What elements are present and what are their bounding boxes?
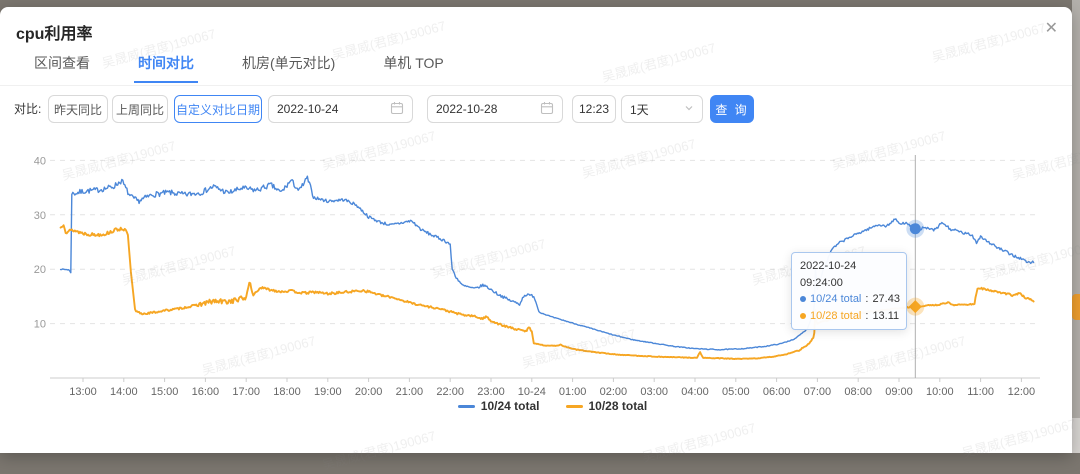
svg-text:21:00: 21:00 xyxy=(396,386,424,398)
cpu-usage-dialog: cpu利用率 ✕ 区间查看 时间对比 机房(单元对比) 单机 TOP 对比: 昨… xyxy=(0,7,1072,453)
cpu-usage-chart[interactable]: 10 20 30 40 13:00 14:00 15:00 16:00 17:00 18:00 19… xyxy=(0,140,1072,420)
yesterday-compare-button[interactable]: 昨天同比 xyxy=(48,95,108,123)
legend-item-1028[interactable]: 10/28 total xyxy=(566,399,648,413)
series-dot-orange xyxy=(800,313,806,319)
legend-label: 10/28 total xyxy=(589,399,648,413)
compare-label: 对比: xyxy=(14,95,41,123)
chart-legend: 10/24 total 10/28 total xyxy=(0,399,1080,413)
end-date-picker[interactable]: 2022-10-28 xyxy=(427,95,563,123)
tooltip-date: 2022-10-24 09:24:00 xyxy=(800,258,898,291)
tab-datacenter-compare[interactable]: 机房(单元对比) xyxy=(238,53,339,83)
background-chart-fragment xyxy=(1072,294,1080,320)
svg-text:30: 30 xyxy=(34,210,46,222)
line-chart-canvas[interactable]: 10 20 30 40 13:00 14:00 15:00 16:00 17:00 18:00 19… xyxy=(0,140,1072,420)
svg-text:20: 20 xyxy=(34,264,46,276)
tab-time-compare[interactable]: 时间对比 xyxy=(134,53,198,83)
tab-single-machine-top[interactable]: 单机 TOP xyxy=(379,53,447,83)
legend-label: 10/24 total xyxy=(481,399,540,413)
svg-text:01:00: 01:00 xyxy=(559,386,587,398)
tab-bar: 区间查看 时间对比 机房(单元对比) 单机 TOP xyxy=(0,51,1072,86)
time-input[interactable]: 12:23 xyxy=(572,95,616,123)
interval-select[interactable]: 1天 xyxy=(621,95,703,123)
legend-item-1024[interactable]: 10/24 total xyxy=(458,399,540,413)
tooltip-row: 10/28 total : 13.11 xyxy=(800,308,898,325)
svg-text:19:00: 19:00 xyxy=(314,386,342,398)
svg-text:12:00: 12:00 xyxy=(1008,386,1036,398)
svg-text:40: 40 xyxy=(34,155,46,167)
time-value: 12:23 xyxy=(579,102,609,116)
svg-text:15:00: 15:00 xyxy=(151,386,179,398)
chart-tooltip: 2022-10-24 09:24:00 10/24 total : 27.43 … xyxy=(791,252,907,330)
legend-line-icon xyxy=(566,405,583,408)
svg-text:10: 10 xyxy=(34,319,46,331)
start-date-value: 2022-10-24 xyxy=(277,102,390,116)
page-backdrop xyxy=(1072,0,1080,453)
tab-range-view[interactable]: 区间查看 xyxy=(30,53,94,83)
svg-text:18:00: 18:00 xyxy=(273,386,301,398)
svg-text:09:00: 09:00 xyxy=(885,386,913,398)
tooltip-series-value: 13.11 xyxy=(872,308,899,325)
svg-text:07:00: 07:00 xyxy=(804,386,832,398)
interval-value: 1天 xyxy=(630,101,684,118)
tooltip-separator: : xyxy=(865,291,868,308)
svg-text:11:00: 11:00 xyxy=(967,386,994,398)
svg-text:06:00: 06:00 xyxy=(763,386,791,398)
svg-text:10:00: 10:00 xyxy=(926,386,954,398)
close-icon[interactable]: ✕ xyxy=(1045,21,1058,37)
svg-text:02:00: 02:00 xyxy=(600,386,628,398)
background-fragment xyxy=(1072,418,1080,453)
calendar-icon xyxy=(540,101,554,118)
svg-text:03:00: 03:00 xyxy=(640,386,668,398)
tooltip-series-value: 27.43 xyxy=(872,291,900,308)
svg-text:05:00: 05:00 xyxy=(722,386,750,398)
end-date-value: 2022-10-28 xyxy=(436,102,540,116)
lastweek-compare-button[interactable]: 上周同比 xyxy=(112,95,168,123)
chevron-down-icon xyxy=(684,102,694,116)
legend-line-icon xyxy=(458,405,475,408)
tooltip-separator: : xyxy=(865,308,868,325)
svg-text:13:00: 13:00 xyxy=(69,386,97,398)
custom-compare-button[interactable]: 自定义对比日期 xyxy=(174,95,262,123)
start-date-picker[interactable]: 2022-10-24 xyxy=(268,95,413,123)
svg-text:08:00: 08:00 xyxy=(844,386,872,398)
query-button[interactable]: 查 询 xyxy=(710,95,754,123)
svg-text:20:00: 20:00 xyxy=(355,386,383,398)
svg-text:16:00: 16:00 xyxy=(192,386,220,398)
svg-text:22:00: 22:00 xyxy=(436,386,464,398)
tooltip-row: 10/24 total : 27.43 xyxy=(800,291,898,308)
calendar-icon xyxy=(390,101,404,118)
dialog-title: cpu利用率 xyxy=(16,20,92,44)
svg-text:17:00: 17:00 xyxy=(232,386,260,398)
tooltip-series-name: 10/28 total xyxy=(810,308,861,325)
compare-filter-row: 对比: 昨天同比 上周同比 自定义对比日期 2022-10-24 2022-10… xyxy=(0,95,1072,123)
tooltip-series-name: 10/24 total xyxy=(810,291,861,308)
screen: cpu利用率 ✕ 区间查看 时间对比 机房(单元对比) 单机 TOP 对比: 昨… xyxy=(0,0,1080,453)
svg-text:14:00: 14:00 xyxy=(110,386,138,398)
series-dot-blue xyxy=(800,296,806,302)
svg-text:10-24: 10-24 xyxy=(518,386,546,398)
svg-text:04:00: 04:00 xyxy=(681,386,709,398)
svg-text:23:00: 23:00 xyxy=(477,386,505,398)
